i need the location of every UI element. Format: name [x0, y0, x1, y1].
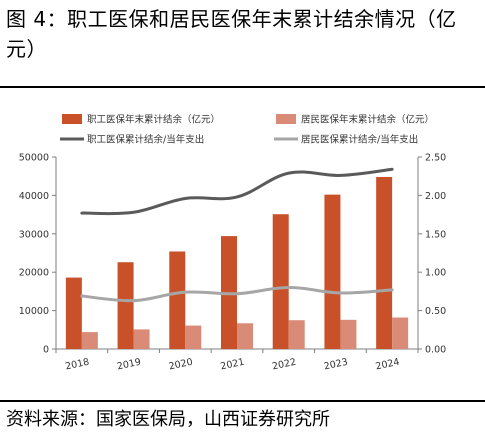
- x-tick-label: 2019: [116, 357, 142, 373]
- chart: 职工医保年末累计结余（亿元） 居民医保年末累计结余（亿元） 职工医保累计结余/当年支…: [19, 114, 446, 373]
- chart-title: 图 4：职工医保和居民医保年末累计结余情况（亿元）: [6, 7, 457, 61]
- y-right-tick-label: 0.00: [425, 345, 446, 356]
- bar-resident-2018: [81, 332, 98, 349]
- y-left-tick-label: 30000: [19, 229, 49, 240]
- bar-resident-2024: [392, 317, 409, 349]
- legend-swatch-2: [276, 114, 296, 124]
- y-left-tick-label: 40000: [19, 191, 49, 202]
- bar-employee-2019: [117, 262, 134, 349]
- bar-employee-2018: [65, 277, 82, 349]
- legend-label-2: 居民医保年末累计结余（亿元）: [301, 114, 434, 126]
- x-tick-label: 2024: [375, 357, 401, 373]
- y-right-tick-label: 0.50: [425, 306, 446, 317]
- bottom-rule: [0, 400, 485, 402]
- bar-employee-2023: [324, 194, 341, 349]
- x-tick-label: 2018: [64, 357, 90, 373]
- y-right-tick-label: 1.00: [425, 268, 446, 279]
- line-employee-ratio: [80, 167, 394, 216]
- x-tick-label: 2023: [323, 357, 349, 373]
- source-note: 资料来源：国家医保局，山西证券研究所: [6, 409, 330, 430]
- bar-employee-2022: [272, 214, 289, 349]
- legend-label-3: 职工医保累计结余/当年支出: [87, 134, 204, 146]
- y-left-tick-label: 10000: [19, 306, 49, 317]
- bar-resident-2021: [237, 323, 253, 349]
- x-tick-label: 2020: [168, 357, 194, 373]
- legend-label-4: 居民医保累计结余/当年支出: [301, 134, 418, 146]
- top-rule: [0, 86, 485, 88]
- y-left-tick-label: 0: [43, 345, 49, 356]
- y-left-tick-label: 50000: [19, 153, 49, 164]
- bar-resident-2023: [340, 319, 357, 349]
- y-right-tick-label: 1.50: [425, 229, 446, 240]
- y-left-tick-label: 20000: [19, 268, 49, 279]
- bar-resident-2022: [288, 320, 305, 349]
- x-tick-label: 2022: [271, 357, 297, 373]
- x-tick-label: 2021: [220, 357, 246, 373]
- legend-swatch-1: [62, 114, 82, 124]
- legend-label-1: 职工医保年末累计结余（亿元）: [87, 114, 220, 126]
- y-right-tick-label: 2.00: [425, 191, 446, 202]
- y-right-tick-label: 2.50: [425, 153, 446, 164]
- bar-resident-2020: [185, 325, 202, 349]
- bar-resident-2019: [133, 329, 150, 349]
- bar-employee-2020: [169, 251, 186, 349]
- bar-employee-2024: [376, 176, 393, 349]
